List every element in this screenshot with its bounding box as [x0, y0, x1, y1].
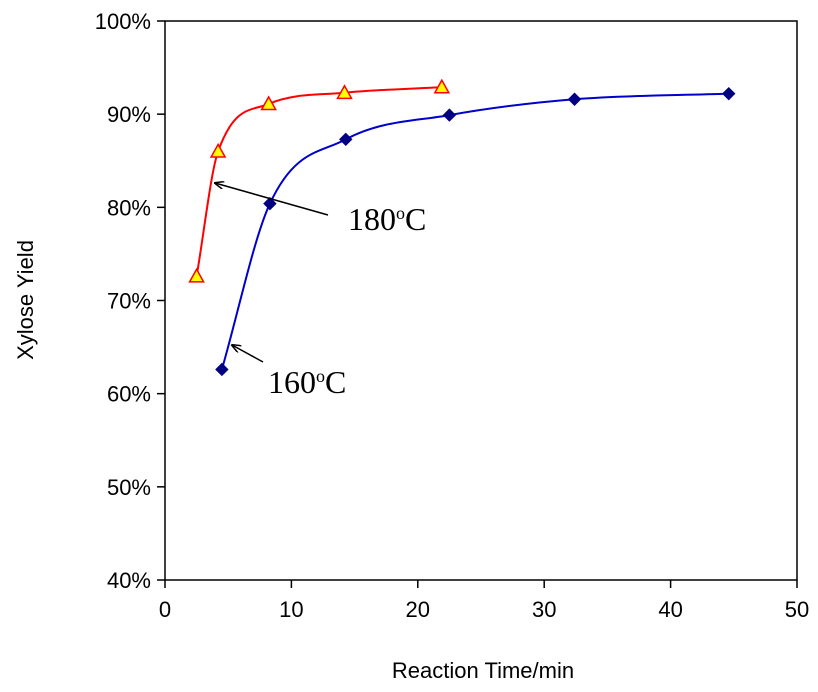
data-point-160	[442, 108, 457, 122]
annotation-arrow-160	[232, 345, 264, 363]
x-tick-label: 40	[658, 597, 682, 622]
data-point-160	[215, 362, 229, 377]
series-layer	[188, 78, 736, 377]
series-line-160	[220, 92, 729, 370]
annotation-label-160: 160oC	[268, 364, 346, 400]
y-axis-title: Xylose Yield	[13, 240, 38, 360]
data-point-180	[260, 95, 277, 111]
annotation-160: 160oC	[232, 345, 346, 400]
data-point-160	[339, 132, 353, 147]
data-point-180	[336, 84, 353, 100]
y-tick-label: 100%	[95, 9, 151, 34]
y-tick-label: 70%	[107, 289, 151, 314]
data-point-180	[209, 142, 227, 158]
x-tick-label: 10	[279, 597, 303, 622]
x-tick-label: 0	[159, 597, 171, 622]
x-tick-label: 20	[406, 597, 430, 622]
y-tick-label: 90%	[107, 102, 151, 127]
data-point-160	[722, 86, 736, 101]
x-tick-label: 30	[532, 597, 556, 622]
data-point-180	[433, 78, 451, 94]
annotation-180: 180oC	[215, 183, 426, 237]
plot-area	[164, 20, 798, 581]
data-point-180	[188, 267, 205, 283]
x-axis-title: Reaction Time/min	[392, 658, 574, 683]
x-axis-ticks: 0 10 20 30 40 50	[159, 580, 809, 622]
y-tick-label: 50%	[107, 475, 151, 500]
annotation-label-180: 180oC	[348, 201, 426, 237]
data-point-160	[567, 92, 582, 106]
series-180	[188, 78, 451, 283]
y-tick-label: 60%	[107, 382, 151, 407]
y-tick-label: 40%	[107, 568, 151, 593]
data-point-160	[263, 196, 277, 211]
x-tick-label: 50	[785, 597, 809, 622]
series-160	[215, 86, 736, 377]
annotation-arrow-180	[215, 183, 329, 216]
y-tick-label: 80%	[107, 195, 151, 220]
y-axis-ticks: 40% 50% 60% 70% 80% 90% 100%	[95, 9, 165, 593]
